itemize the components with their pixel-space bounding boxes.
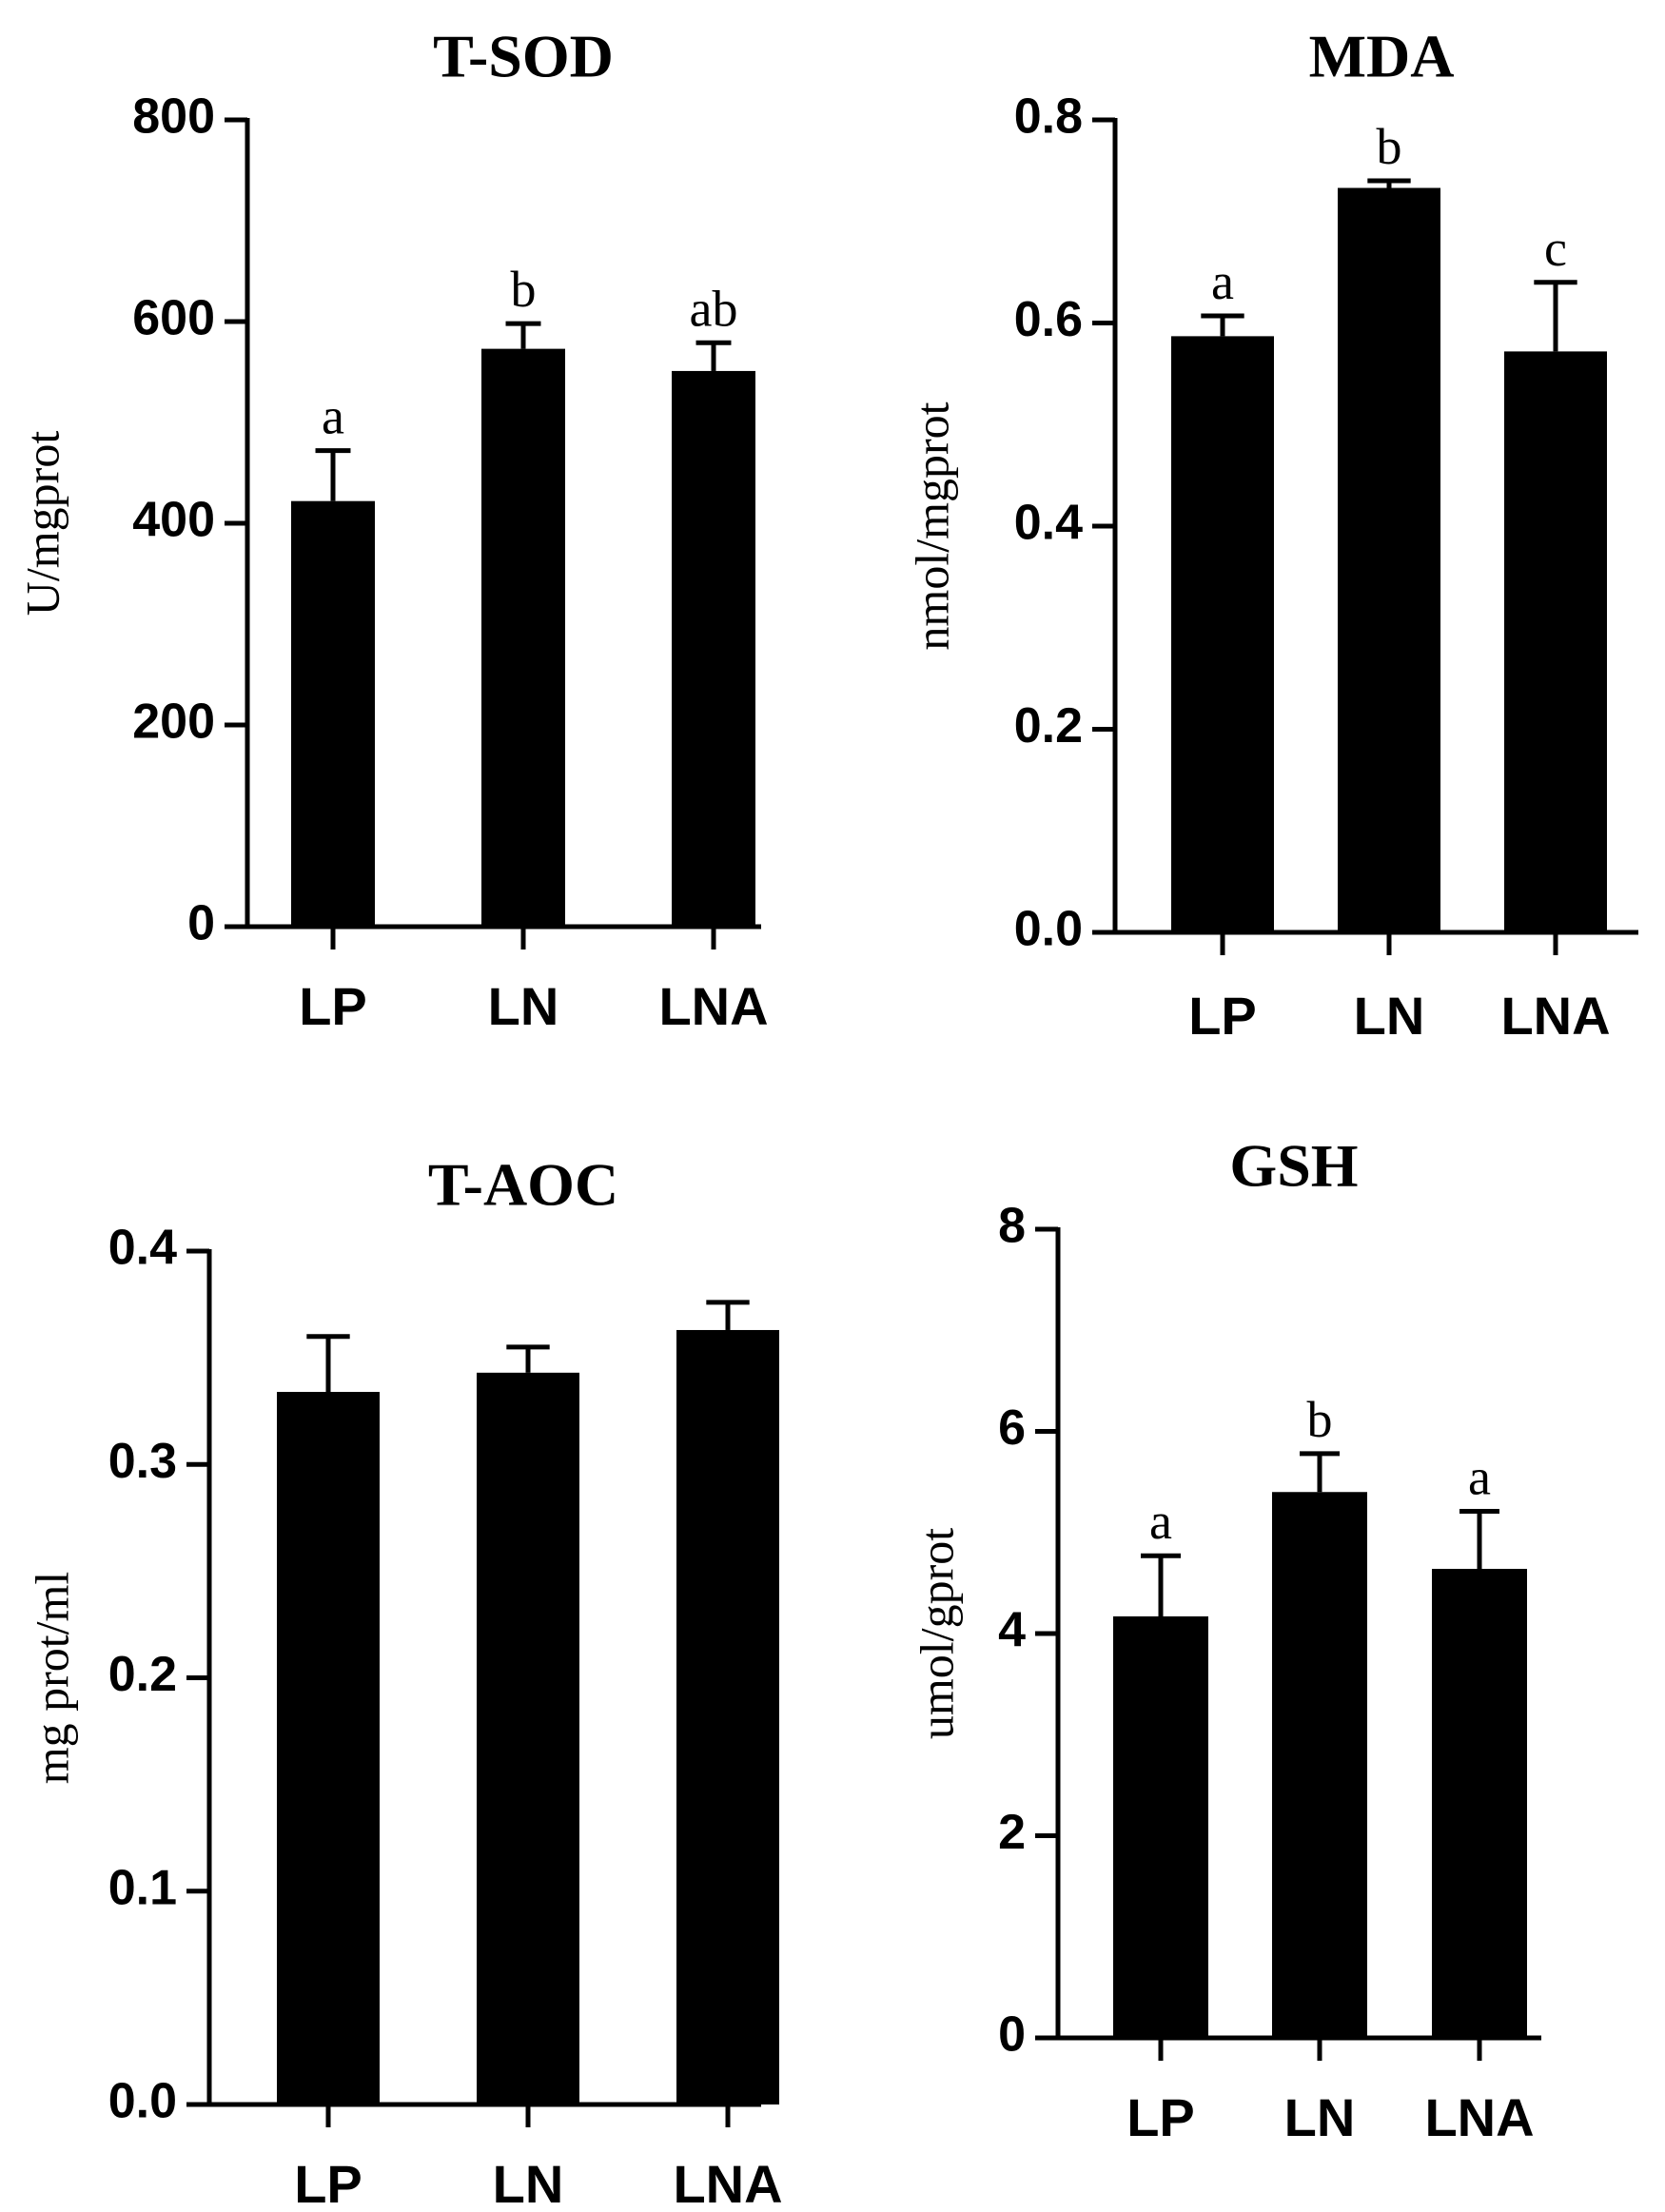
chart-4-bar-lp [1113,1615,1208,2038]
chart-1-bar-ln [481,348,565,927]
chart-1-category-label: LN [488,976,559,1036]
chart-2-y-tick-label: 0.0 [1014,902,1083,957]
chart-3-y-tick-label: 0.2 [108,1647,177,1702]
chart-1-title: T-SOD [433,23,614,90]
chart-1-y-tick-label: 0 [187,896,215,951]
chart-3-y-axis-label: mg prot/ml [25,1572,78,1785]
chart-1-significance-letter: ab [690,280,738,337]
chart-4-y-axis-label: umol/gprot [910,1528,963,1739]
chart-3-bar-lp [277,1392,380,2104]
chart-2-category-label: LP [1188,986,1257,1046]
chart-4-y-tick-label: 8 [998,1199,1026,1254]
chart-2-y-tick-label: 0.4 [1014,496,1083,551]
chart-3-bar-ln [477,1372,579,2104]
chart-2-y-tick-label: 0.8 [1014,89,1083,145]
chart-4-significance-letter: a [1149,1493,1172,1550]
chart-1-bar-lna [672,370,755,927]
chart-2-significance-letter: c [1544,220,1567,277]
chart-4-bar-lna [1432,1569,1527,2038]
chart-2-category-label: LNA [1500,986,1610,1046]
chart-3-category-label: LP [294,2154,362,2212]
chart-2-bar-ln [1338,187,1440,932]
chart-3-category-label: LN [493,2154,564,2212]
chart-1-significance-letter: b [511,261,537,318]
chart-3-title: T-AOC [428,1151,618,1219]
chart-2-title: MDA [1309,23,1455,90]
chart-1-y-axis-label: U/mgprot [15,431,69,617]
chart-3-panel: T-AOC mg prot/ml 0.0 0.1 0.2 0.3 0.4 LP LN LNA [25,1151,782,2212]
chart-3-y-tick-label: 0.4 [108,1221,177,1276]
chart-3-category-label: LNA [673,2154,782,2212]
chart-1-significance-letter: a [322,388,344,445]
chart-3-bar-lna [676,1329,779,2104]
chart-2-bar-lna [1504,351,1607,932]
chart-1-y-tick-label: 600 [132,291,215,346]
chart-2-y-tick-label: 0.6 [1014,292,1083,347]
chart-4-y-tick-label: 4 [998,1603,1026,1658]
chart-3-y-tick-label: 0.0 [108,2074,177,2129]
chart-1-panel: T-SOD U/mgprot 0 200 400 600 800 LP a LN b LNA ab [15,23,768,1036]
chart-1-y-tick-label: 800 [132,89,215,145]
chart-1-category-label: LP [299,976,367,1036]
chart-4-y-tick-label: 6 [998,1400,1026,1456]
chart-4-bar-ln [1272,1492,1367,2038]
chart-2-y-tick-label: 0.2 [1014,698,1083,754]
chart-4-category-label: LNA [1424,2087,1534,2147]
chart-2-category-label: LN [1354,986,1425,1046]
chart-4-panel: GSH umol/gprot 0 2 4 6 8 LP a LN b LNA a [910,1132,1541,2147]
chart-3-y-tick-label: 0.3 [108,1434,177,1489]
chart-2-bar-lp [1171,336,1274,932]
chart-3-y-tick-label: 0.1 [108,1860,177,1915]
chart-1-y-tick-label: 200 [132,695,215,750]
chart-1-y-tick-label: 400 [132,493,215,548]
chart-4-significance-letter: a [1468,1448,1491,1505]
chart-4-y-tick-label: 0 [998,2007,1026,2063]
chart-2-significance-letter: b [1377,118,1402,175]
chart-4-title: GSH [1229,1132,1358,1200]
chart-2-significance-letter: a [1211,253,1234,310]
chart-2-panel: MDA nmol/mgprot 0.0 0.2 0.4 0.6 0.8 LP a LN b LNA c [905,23,1638,1046]
chart-4-y-tick-label: 2 [998,1805,1026,1860]
chart-4-category-label: LP [1126,2087,1195,2147]
chart-4-significance-letter: b [1307,1391,1333,1448]
chart-2-y-axis-label: nmol/mgprot [905,401,958,650]
chart-1-bar-lp [291,500,375,927]
chart-4-category-label: LN [1284,2087,1356,2147]
chart-1-category-label: LNA [658,976,768,1036]
